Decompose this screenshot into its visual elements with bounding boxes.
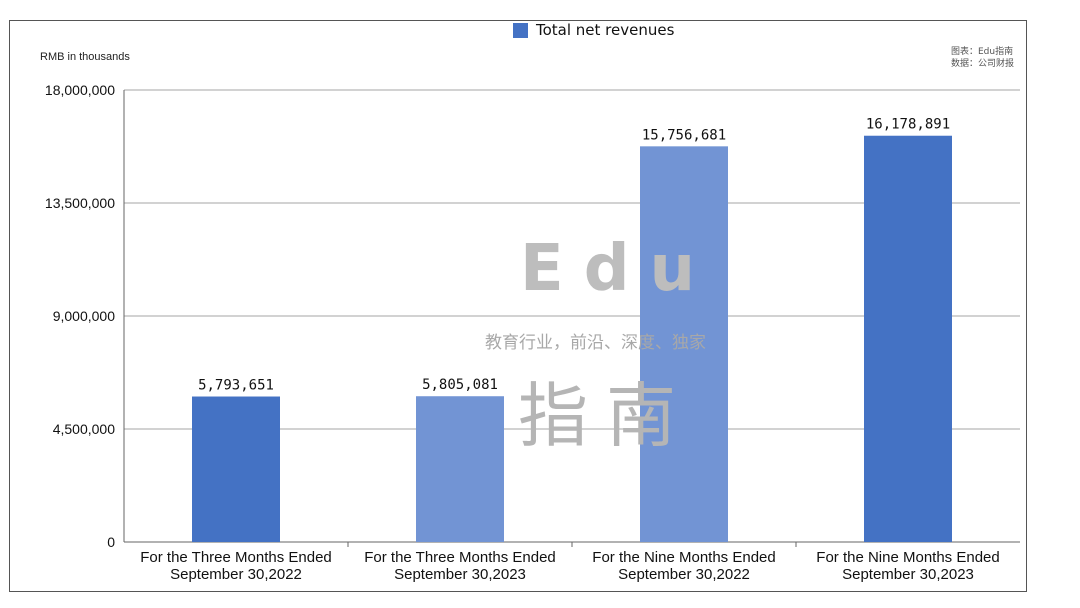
bar [640,146,728,543]
x-category-label: September 30,2023 [394,566,526,583]
x-category-label: For the Three Months Ended [140,549,332,566]
y-tick-label: 18,000,000 [45,82,115,98]
credit-data: 数据：公司财报 [950,59,1014,69]
credit-chart: 图表：Edu指南 [950,47,1014,57]
y-tick-label: 4,500,000 [53,421,115,437]
y-tick-label: 0 [107,534,115,550]
legend-swatch [513,22,528,38]
x-category-label: For the Nine Months Ended [816,549,999,566]
bar [192,396,280,542]
legend-label: Total net revenues [536,21,675,39]
bar-value-label: 5,805,081 [422,377,498,393]
y-tick-label: 9,000,000 [53,308,115,324]
source-credit: 图表：Edu指南 数据：公司财报 [951,46,1014,70]
bar [416,396,504,542]
bar [864,135,952,542]
bar-value-label: 15,756,681 [642,127,726,143]
x-category-label: For the Three Months Ended [364,549,556,566]
legend: Total net revenues [513,21,674,39]
x-category-label: September 30,2023 [842,566,974,583]
x-category-label: For the Nine Months Ended [592,549,775,566]
x-category-label: September 30,2022 [170,566,302,583]
x-category-label: September 30,2022 [618,566,750,583]
chart-frame: 0 4,500,000 9,000,000 13,500,000 18,000,000 5… [9,20,1027,592]
bar-value-label: 5,793,651 [198,378,274,394]
bar-chart: 0 4,500,000 9,000,000 13,500,000 18,000,000 5… [45,82,1020,583]
y-tick-label: 13,500,000 [45,195,115,211]
y-axis-unit-label: RMB in thousands [40,51,130,63]
bar-value-label: 16,178,891 [866,117,950,133]
